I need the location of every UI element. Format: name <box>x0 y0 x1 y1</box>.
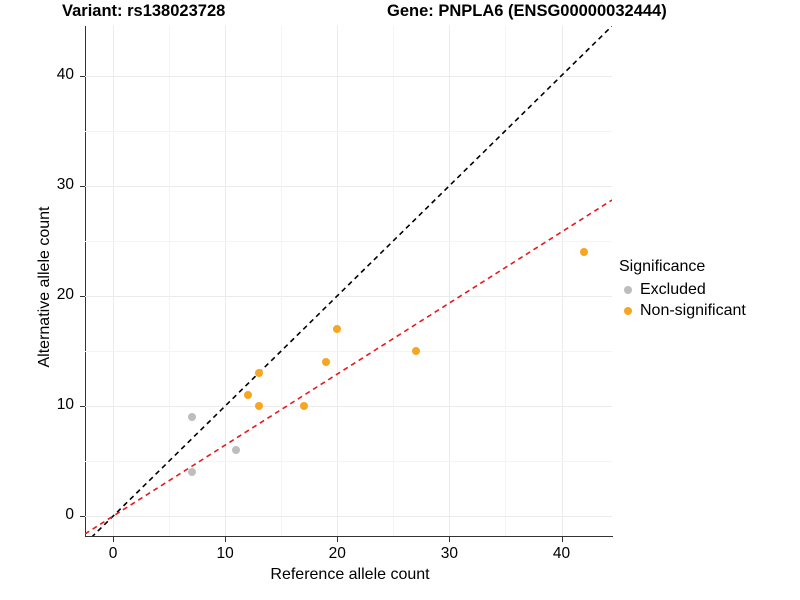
gridline-horizontal <box>85 75 612 77</box>
x-axis-tick-label: 40 <box>552 545 571 562</box>
data-point <box>243 391 252 399</box>
data-point <box>411 346 420 355</box>
data-point <box>254 402 263 411</box>
x-axis-line <box>85 536 613 537</box>
gridline-vertical-minor <box>393 26 395 536</box>
x-axis-tick-label: 10 <box>216 545 234 562</box>
data-point <box>333 324 342 333</box>
y-axis-tick <box>80 75 85 77</box>
y-axis-tick-label: 40 <box>56 65 74 83</box>
reference-line-identity <box>91 26 612 536</box>
y-axis-tick-label: 20 <box>56 285 74 303</box>
gridline-horizontal-minor <box>85 350 612 352</box>
data-point <box>579 247 588 256</box>
plot-panel <box>85 26 612 536</box>
x-axis-tick <box>337 537 339 542</box>
gene-title: Gene: PNPLA6 (ENSG00000032444) <box>387 2 667 20</box>
x-axis-tick <box>561 537 563 542</box>
x-axis-title: Reference allele count <box>270 566 430 583</box>
x-axis-tick-label: 0 <box>108 545 118 562</box>
gridline-vertical <box>113 26 115 536</box>
x-axis-tick <box>449 537 451 542</box>
reference-lines <box>85 26 612 536</box>
legend: Significance Excluded Non-significant <box>619 258 795 321</box>
gridline-vertical-minor <box>505 26 507 536</box>
data-point <box>299 402 308 411</box>
gridline-horizontal-minor <box>85 130 612 132</box>
legend-swatch-icon <box>619 302 637 320</box>
gridline-vertical <box>449 26 451 536</box>
legend-item[interactable]: Non-significant <box>619 300 795 321</box>
gridline-horizontal <box>85 295 612 297</box>
data-point <box>232 446 241 455</box>
gridline-horizontal-minor <box>85 240 612 242</box>
data-point <box>254 368 263 377</box>
y-axis-line <box>85 26 86 536</box>
gridline-horizontal <box>85 516 612 518</box>
legend-swatch-icon <box>619 281 637 299</box>
y-axis-title: Alternative allele count <box>36 206 53 368</box>
gridline-horizontal <box>85 185 612 187</box>
reference-line-ratio <box>85 199 612 535</box>
gridline-horizontal-minor <box>85 461 612 463</box>
y-axis-tick-label: 0 <box>65 506 74 524</box>
y-axis-tick <box>80 185 85 187</box>
gridline-vertical-minor <box>169 26 171 536</box>
x-axis-tick-label: 30 <box>440 545 459 562</box>
y-axis-tick-label: 30 <box>56 175 74 193</box>
legend-item-label: Non-significant <box>640 301 746 319</box>
gridline-horizontal <box>85 406 612 408</box>
legend-item[interactable]: Excluded <box>619 279 795 300</box>
y-axis-tick <box>80 406 85 408</box>
data-point <box>187 413 196 422</box>
gridline-vertical <box>561 26 563 536</box>
gridline-vertical <box>337 26 339 536</box>
legend-title: Significance <box>619 258 706 275</box>
data-point <box>322 357 331 366</box>
legend-item-label: Excluded <box>640 280 706 298</box>
x-axis-tick-label: 20 <box>328 545 346 562</box>
x-axis-tick <box>225 537 227 542</box>
y-axis-tick <box>80 295 85 297</box>
gridline-vertical <box>225 26 227 536</box>
variant-title: Variant: rs138023728 <box>62 2 226 20</box>
y-axis-tick <box>80 516 85 518</box>
gridline-vertical-minor <box>281 26 283 536</box>
x-axis-tick <box>113 537 115 542</box>
legend-items: Excluded Non-significant <box>619 279 795 321</box>
data-point <box>187 468 196 477</box>
chart-title-row: Variant: rs138023728 Gene: PNPLA6 (ENSG0… <box>62 2 722 26</box>
y-axis-tick-label: 10 <box>56 396 74 414</box>
